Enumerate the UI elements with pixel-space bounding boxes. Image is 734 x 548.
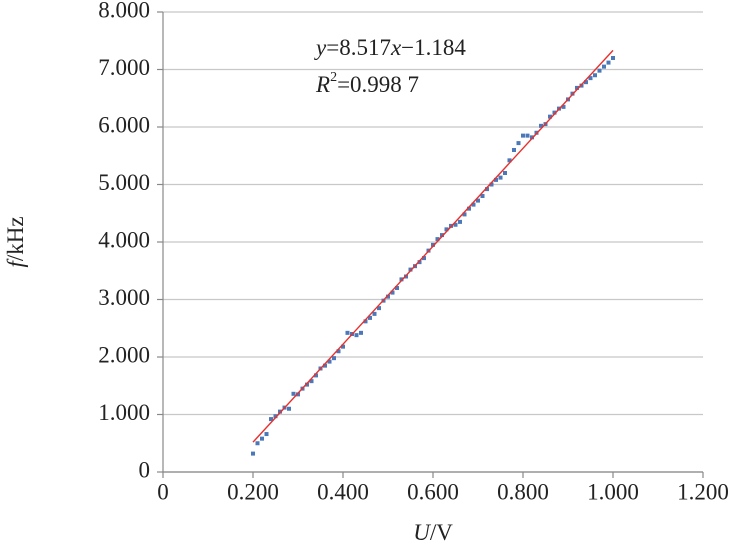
- data-point: [359, 330, 363, 335]
- data-point: [354, 333, 359, 338]
- data-point: [485, 187, 489, 192]
- y-axis-title: f/kHz: [3, 216, 28, 267]
- data-point: [368, 315, 372, 320]
- r-symbol: R: [315, 72, 330, 97]
- data-point: [422, 256, 426, 261]
- y-tick-label: 8.000: [98, 0, 150, 22]
- y-tick-label: 5.000: [98, 170, 150, 195]
- x-axis-title: U/V: [413, 520, 453, 545]
- data-point: [332, 356, 336, 361]
- data-point: [548, 114, 552, 119]
- y-tick-label: 0: [139, 457, 151, 482]
- data-point: [444, 227, 449, 232]
- data-point: [462, 212, 467, 217]
- data-point: [498, 175, 503, 180]
- data-point: [345, 330, 350, 335]
- y-tick-label: 7.000: [98, 55, 150, 80]
- y-title-var: f: [3, 258, 28, 268]
- data-point: [363, 319, 368, 324]
- data-point: [458, 219, 462, 224]
- trend-equation: y=8.517x−1.184: [314, 35, 466, 60]
- data-point: [264, 432, 269, 437]
- data-point: [521, 133, 525, 138]
- x-tick-label: 0.400: [317, 479, 369, 504]
- data-point: [584, 80, 588, 85]
- data-point: [255, 441, 260, 446]
- data-point: [588, 76, 593, 81]
- data-point: [597, 68, 602, 73]
- data-point: [390, 290, 395, 295]
- x-tick-label: 0.800: [497, 479, 549, 504]
- x-tick-label: 0.200: [227, 479, 279, 504]
- data-point: [476, 198, 480, 203]
- eq-const: −1.184: [401, 35, 466, 60]
- r-sup: 2: [330, 70, 337, 85]
- data-point: [287, 406, 291, 411]
- data-point: [296, 392, 300, 397]
- data-point: [341, 344, 345, 349]
- x-tick-label: 0: [157, 479, 169, 504]
- data-point: [512, 148, 516, 152]
- r-squared: R2=0.998 7: [315, 70, 419, 97]
- data-point: [314, 373, 318, 378]
- data-point: [480, 194, 485, 198]
- x-tick-label: 1.000: [587, 479, 639, 504]
- y-tick-label: 2.000: [98, 342, 150, 367]
- data-point: [399, 277, 404, 282]
- data-point: [471, 202, 476, 207]
- data-point: [273, 414, 278, 419]
- data-point: [435, 237, 440, 242]
- data-point: [453, 222, 458, 227]
- data-point: [417, 260, 422, 265]
- data-point: [408, 267, 413, 272]
- data-point: [309, 379, 314, 384]
- data-point: [575, 85, 579, 90]
- trendline: [252, 49, 614, 443]
- data-point: [602, 64, 606, 69]
- data-point: [305, 382, 309, 387]
- data-point: [525, 133, 530, 138]
- eq-coef: =8.517: [326, 35, 391, 60]
- data-point: [431, 242, 435, 247]
- y-title-unit: /kHz: [3, 216, 28, 261]
- r-value: =0.998 7: [337, 72, 419, 97]
- eq-x: x: [390, 35, 402, 60]
- data-point: [552, 110, 557, 115]
- y-tick-label: 6.000: [98, 112, 150, 137]
- data-point: [395, 286, 399, 290]
- data-point: [494, 177, 498, 182]
- data-point: [372, 311, 377, 316]
- data-point: [593, 73, 597, 78]
- data-point: [323, 363, 327, 368]
- data-point: [327, 359, 332, 364]
- data-point: [269, 417, 273, 422]
- data-point: [386, 294, 390, 299]
- data-point: [606, 60, 611, 65]
- data-point: [336, 349, 341, 354]
- data-point: [291, 391, 296, 396]
- data-point: [561, 104, 566, 109]
- y-tick-label: 4.000: [98, 227, 150, 252]
- data-point: [611, 56, 615, 60]
- data-point: [539, 123, 543, 128]
- data-point: [251, 451, 255, 456]
- data-point: [440, 233, 444, 238]
- y-tick-label: 3.000: [98, 285, 150, 310]
- data-point: [516, 141, 521, 146]
- x-tick-label: 0.600: [407, 479, 459, 504]
- x-title-var: U: [413, 520, 431, 545]
- data-point: [489, 182, 494, 187]
- data-point: [467, 206, 471, 211]
- x-title-unit: /V: [430, 520, 453, 545]
- y-tick-label: 1.000: [98, 400, 150, 425]
- data-point: [503, 171, 507, 175]
- data-point: [530, 135, 534, 140]
- data-point: [507, 158, 512, 163]
- data-point: [278, 409, 282, 414]
- eq-y: y: [314, 35, 327, 60]
- x-tick-label: 1.200: [677, 479, 729, 504]
- data-point: [377, 306, 381, 311]
- data-point: [260, 436, 264, 441]
